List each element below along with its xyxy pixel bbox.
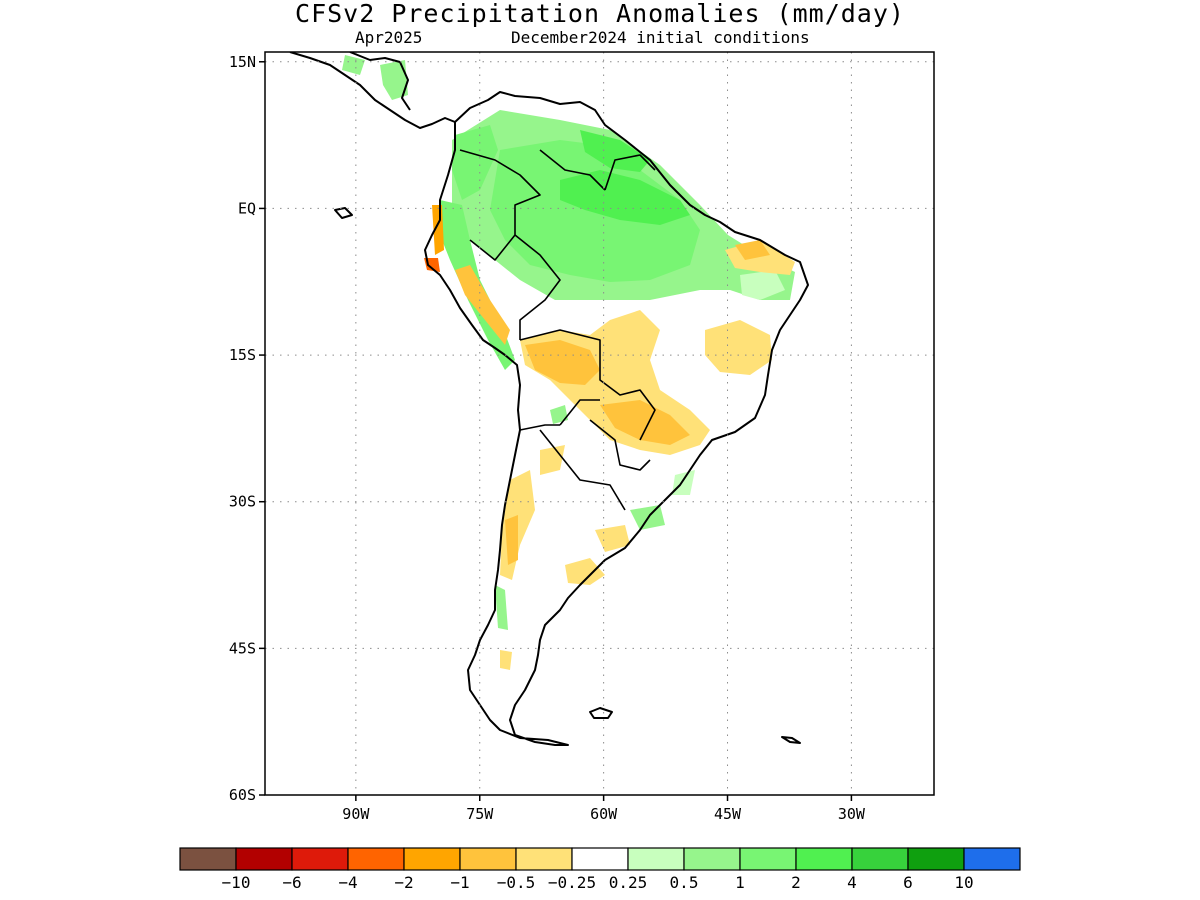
colorbar-box xyxy=(235,847,293,871)
colorbar-box xyxy=(291,847,349,871)
anomaly-orange-bolivia xyxy=(525,340,600,385)
colorbar-box xyxy=(571,847,629,871)
colorbar-box xyxy=(907,847,965,871)
colorbar-label: 6 xyxy=(903,873,913,892)
valid-month-label: Apr2025 xyxy=(355,28,423,47)
lat-tick-label: 15N xyxy=(229,53,256,71)
lon-tick-label: 45W xyxy=(714,805,742,823)
galapagos xyxy=(334,207,353,219)
longitude-ticks: 90W 75W 60W 45W 30W xyxy=(342,795,866,823)
colorbar-box xyxy=(347,847,405,871)
lat-tick-label: EQ xyxy=(238,199,256,217)
colorbar-label: −1 xyxy=(450,873,469,892)
initial-conditions-label: December2024 initial conditions xyxy=(511,28,810,47)
falkland-islands xyxy=(589,707,613,719)
anomaly-yellow-uruguay xyxy=(595,525,630,552)
colorbar-box xyxy=(403,847,461,871)
colorbar-label: −2 xyxy=(394,873,413,892)
lon-tick-label: 75W xyxy=(466,805,494,823)
anomaly-bright-green-east xyxy=(560,170,690,225)
colorbar-label: −4 xyxy=(338,873,357,892)
anomaly-yellow-northeast xyxy=(705,320,772,375)
anomaly-light-green-spot-4 xyxy=(672,470,695,495)
lat-tick-label: 15S xyxy=(229,346,256,364)
colorbar-box xyxy=(739,847,797,871)
lon-tick-label: 30W xyxy=(838,805,866,823)
latitude-ticks: 15N EQ 15S 30S 45S 60S xyxy=(229,53,265,804)
colorbar-box xyxy=(683,847,741,871)
colorbar-box xyxy=(627,847,685,871)
colorbar-box xyxy=(459,847,517,871)
anomaly-yellow-argentina-north xyxy=(540,445,565,475)
anomaly-light-green-spot-7 xyxy=(740,270,785,300)
anomaly-light-green-spot-3 xyxy=(380,60,408,100)
colorbar-box xyxy=(179,847,237,871)
colorbar-label: −10 xyxy=(222,873,251,892)
south-america-coastline xyxy=(424,91,809,746)
chart-title: CFSv2 Precipitation Anomalies (mm/day) xyxy=(295,0,905,28)
lon-tick-label: 90W xyxy=(342,805,370,823)
map-frame xyxy=(264,51,935,796)
colorbar-label: 10 xyxy=(954,873,973,892)
anomaly-shading xyxy=(342,55,795,670)
colorbar-label: −6 xyxy=(282,873,301,892)
colorbar-box xyxy=(795,847,853,871)
anomaly-light-green-spot-5 xyxy=(495,585,508,630)
colorbar-label: −0.5 xyxy=(497,873,536,892)
map-panel xyxy=(265,52,934,795)
anomaly-orange-argentina-andes xyxy=(505,515,518,565)
anomaly-green-nw xyxy=(452,125,498,200)
anomaly-yellow-pampas xyxy=(565,558,605,585)
colorbar-label: 1 xyxy=(735,873,745,892)
anomaly-bright-green-guiana xyxy=(580,130,650,172)
lon-tick-label: 60W xyxy=(590,805,618,823)
colorbar-box xyxy=(851,847,909,871)
colorbar-label: 4 xyxy=(847,873,857,892)
anomaly-yellow-patagonia xyxy=(500,650,512,670)
lat-tick-label: 30S xyxy=(229,493,256,511)
colorbar-box xyxy=(963,847,1021,871)
colorbar-label: 0.25 xyxy=(609,873,648,892)
colorbar-label: 2 xyxy=(791,873,801,892)
anomaly-orange-ne-spot xyxy=(735,240,770,260)
lat-tick-label: 60S xyxy=(229,786,256,804)
south-georgia xyxy=(781,736,801,744)
colorbar-label: 0.5 xyxy=(670,873,699,892)
colorbar: −10 −6 −4 −2 −1 −0.5 −0.25 0.25 0.5 1 2 4 6 10 xyxy=(179,847,1021,892)
anomaly-orange-peru xyxy=(455,265,510,345)
anomaly-light-green-spot-2 xyxy=(342,55,365,75)
colorbar-box xyxy=(515,847,573,871)
country-borders xyxy=(459,149,656,511)
colorbar-label: −0.25 xyxy=(548,873,596,892)
coastlines xyxy=(289,52,809,746)
anomaly-light-green-spot-1 xyxy=(550,405,568,424)
anomaly-orange-mato-grosso xyxy=(600,400,690,445)
central-america-coastline xyxy=(289,52,456,129)
lat-tick-label: 45S xyxy=(229,639,256,657)
